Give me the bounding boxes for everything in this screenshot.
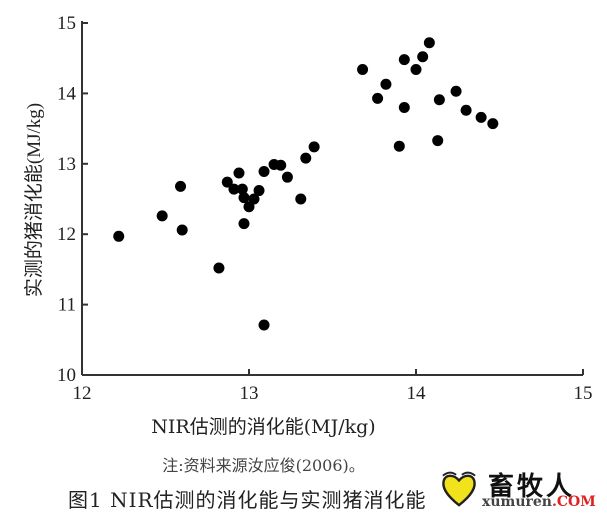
- scatter-plot: 12 13 14 15 10 11 12 13 14 15 实测的猪消化能(MJ/kg): [23, 13, 593, 404]
- x-tick-label: 15: [574, 383, 593, 404]
- data-point: [258, 319, 270, 331]
- data-point: [300, 152, 312, 164]
- data-point: [258, 166, 270, 178]
- data-point: [417, 51, 429, 63]
- data-point: [398, 54, 410, 66]
- data-point: [475, 111, 487, 123]
- data-point: [176, 224, 188, 236]
- data-point: [275, 159, 287, 171]
- data-point: [221, 176, 233, 188]
- data-point: [238, 192, 250, 204]
- data-point: [410, 63, 422, 75]
- data-point: [295, 193, 307, 205]
- data-point: [236, 183, 248, 195]
- y-tick-label: 10: [57, 365, 76, 386]
- y-tick-label: 11: [58, 295, 76, 316]
- y-tick-label: 15: [57, 13, 76, 34]
- axes: 12 13 14 15 10 11 12 13 14 15: [57, 13, 593, 404]
- data-point: [243, 201, 255, 213]
- data-point: [450, 85, 462, 97]
- data-point: [238, 218, 250, 230]
- data-point: [228, 183, 240, 195]
- data-point: [357, 63, 369, 75]
- x-axis-label: NIR估测的消化能(MJ/kg): [151, 416, 376, 438]
- data-point: [372, 92, 384, 104]
- source-note: 注:资料来源汝应俊(2006)。: [162, 456, 365, 475]
- x-tick-label: 13: [240, 383, 259, 404]
- data-point: [156, 210, 168, 222]
- data-point: [281, 171, 293, 183]
- data-point: [398, 101, 410, 113]
- watermark-logo: 畜牧人 xumuren.COM: [436, 466, 606, 512]
- data-point: [433, 94, 445, 106]
- data-point: [213, 262, 225, 274]
- data-point: [308, 141, 320, 153]
- data-point: [432, 135, 444, 147]
- y-tick-label: 14: [57, 83, 77, 104]
- heart-logo-icon: [442, 471, 476, 507]
- watermark-cn: 畜牧人: [488, 472, 576, 502]
- data-point: [113, 230, 125, 242]
- data-point: [253, 185, 265, 197]
- x-tick-label: 14: [407, 383, 427, 404]
- data-point: [487, 118, 499, 130]
- y-axis-label: 实测的猪消化能(MJ/kg): [23, 103, 45, 297]
- data-point: [460, 104, 472, 116]
- x-tick-label: 12: [73, 383, 92, 404]
- y-tick-label: 13: [57, 154, 76, 175]
- data-point: [423, 37, 435, 49]
- data-point: [233, 167, 245, 179]
- data-points: [113, 37, 499, 331]
- figure-caption: 图1 NIR估测的消化能与实测猪消化能: [68, 488, 427, 512]
- watermark-en: xumuren.COM: [482, 494, 596, 510]
- data-point: [175, 180, 187, 192]
- data-point: [380, 78, 392, 90]
- y-tick-label: 12: [57, 224, 76, 245]
- data-point: [393, 140, 405, 152]
